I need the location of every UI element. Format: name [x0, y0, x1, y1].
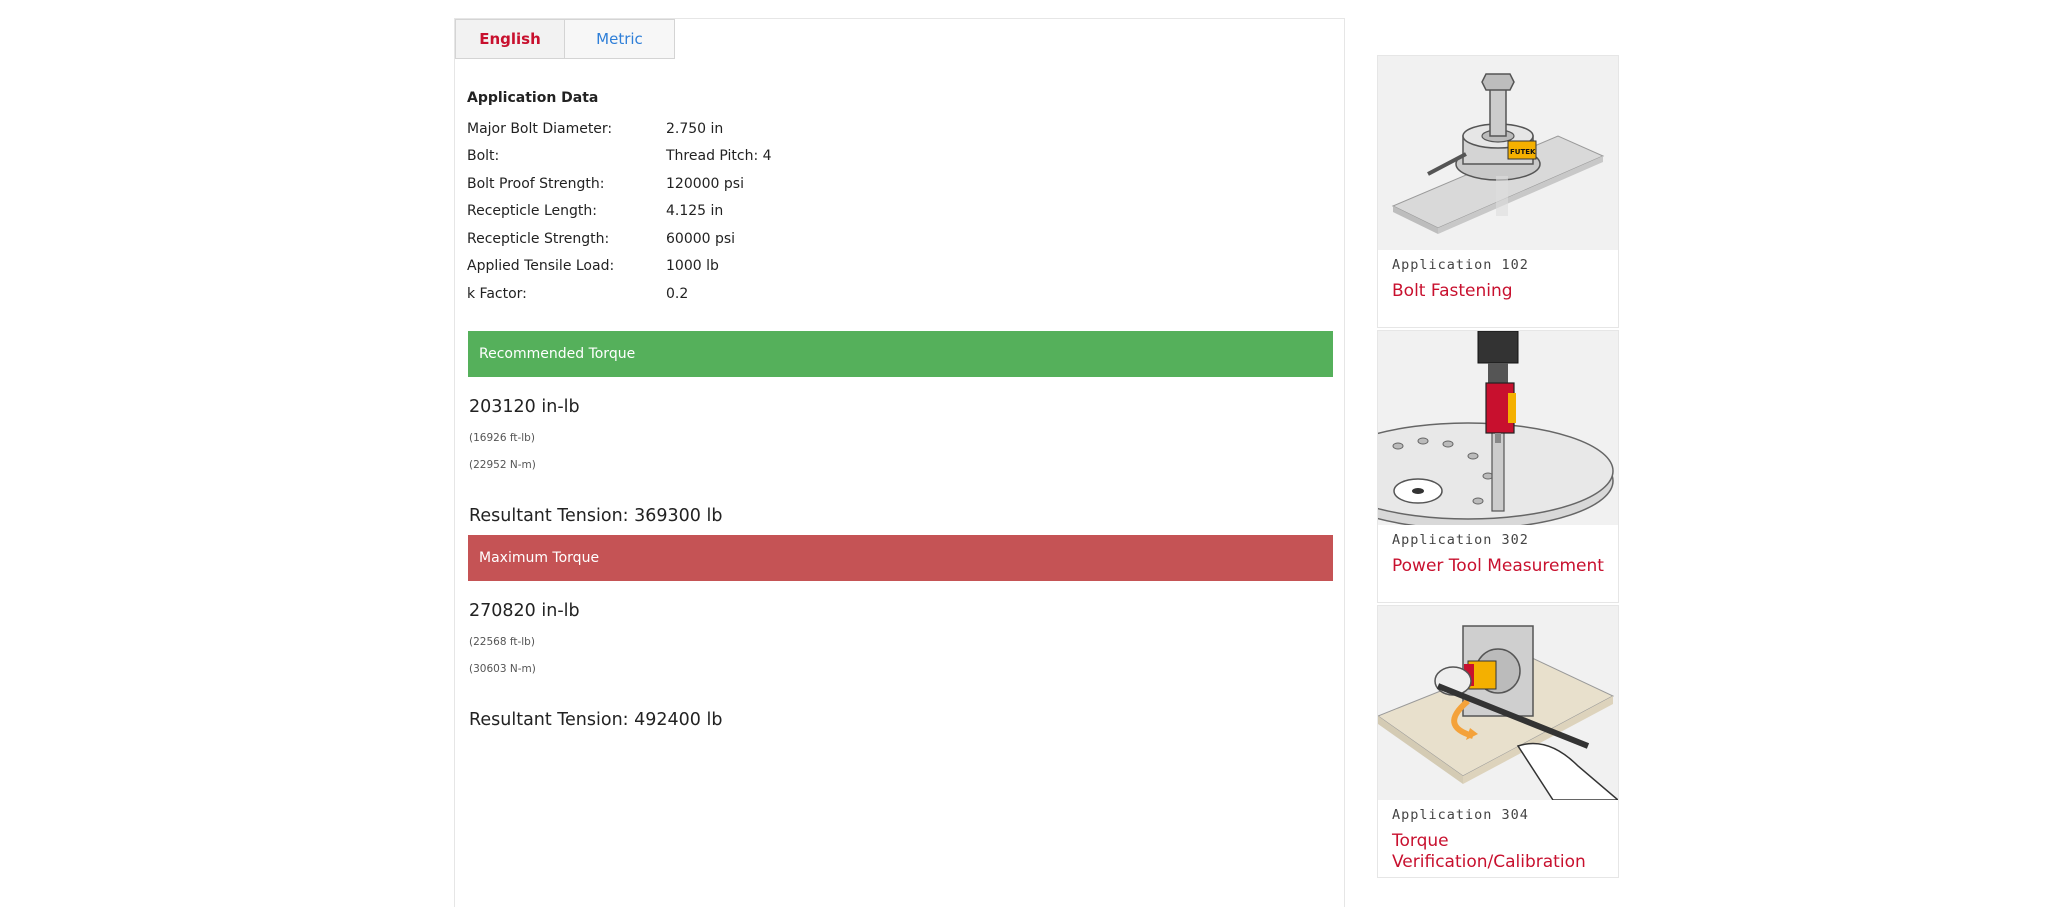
application-code: Application 302: [1392, 532, 1529, 548]
data-value: 0.2: [666, 285, 689, 302]
data-value: 60000 psi: [666, 230, 736, 247]
tab-metric[interactable]: Metric: [565, 19, 675, 59]
data-value: 4.125 in: [666, 203, 724, 220]
bolt-fastening-image: FUTEK: [1378, 56, 1618, 250]
calculator-panel: English Metric Application Data Major Bo…: [454, 18, 1345, 907]
power-tool-illustration-icon: [1378, 331, 1614, 525]
recommended-resultant-tension: Resultant Tension: 369300 lb: [469, 506, 723, 526]
maximum-torque-band: Maximum Torque: [468, 535, 1333, 581]
tab-english[interactable]: English: [455, 19, 565, 59]
data-row-bolt: Bolt: Thread Pitch: 4: [467, 143, 866, 171]
data-row-recepticle-strength: Recepticle Strength: 60000 psi: [467, 225, 866, 253]
data-label: Recepticle Strength:: [467, 230, 610, 247]
data-value: 2.750 in: [666, 120, 724, 137]
svg-text:FUTEK: FUTEK: [1510, 148, 1536, 156]
data-label: Recepticle Length:: [467, 203, 597, 220]
maximum-torque-nm: (30603 N-m): [469, 663, 536, 675]
application-card-302[interactable]: Application 302 Power Tool Measurement: [1377, 330, 1619, 603]
data-row-applied-tensile-load: Applied Tensile Load: 1000 lb: [467, 253, 866, 281]
recommended-torque-value: 203120 in-lb: [469, 397, 580, 417]
power-tool-image: [1378, 331, 1618, 525]
data-label: k Factor:: [467, 285, 527, 302]
recommended-torque-nm: (22952 N-m): [469, 459, 536, 471]
data-label: Bolt Proof Strength:: [467, 175, 605, 192]
application-title-link[interactable]: Power Tool Measurement: [1392, 556, 1604, 576]
data-label: Major Bolt Diameter:: [467, 120, 613, 137]
data-row-recepticle-length: Recepticle Length: 4.125 in: [467, 198, 866, 226]
unit-tabs: English Metric: [455, 19, 675, 59]
maximum-torque-ftlb: (22568 ft-lb): [469, 636, 535, 648]
recommended-torque-band: Recommended Torque: [468, 331, 1333, 377]
application-code: Application 102: [1392, 257, 1529, 273]
data-row-major-bolt-diameter: Major Bolt Diameter: 2.750 in: [467, 115, 866, 143]
application-title-link[interactable]: Torque Verification/Calibration: [1392, 831, 1586, 872]
application-card-304[interactable]: Application 304 Torque Verification/Cali…: [1377, 605, 1619, 878]
maximum-resultant-tension: Resultant Tension: 492400 lb: [469, 710, 723, 730]
maximum-torque-value: 270820 in-lb: [469, 601, 580, 621]
application-code: Application 304: [1392, 807, 1529, 823]
data-value: Thread Pitch: 4: [666, 148, 772, 165]
application-title-link[interactable]: Bolt Fastening: [1392, 281, 1513, 301]
bolt-fastening-illustration-icon: FUTEK: [1391, 73, 1605, 234]
data-row-bolt-proof-strength: Bolt Proof Strength: 120000 psi: [467, 170, 866, 198]
application-card-102[interactable]: FUTEK Application 102 Bolt Fastening: [1377, 55, 1619, 328]
data-value: 1000 lb: [666, 258, 719, 275]
torque-wrench-image: [1378, 606, 1618, 800]
torque-wrench-illustration-icon: [1378, 625, 1618, 800]
data-value: 120000 psi: [666, 175, 744, 192]
application-data-table: Major Bolt Diameter: 2.750 in Bolt: Thre…: [467, 115, 866, 308]
recommended-torque-ftlb: (16926 ft-lb): [469, 432, 535, 444]
data-label: Applied Tensile Load:: [467, 258, 615, 275]
data-row-k-factor: k Factor: 0.2: [467, 280, 866, 308]
data-label: Bolt:: [467, 148, 500, 165]
application-data-heading: Application Data: [467, 90, 599, 106]
